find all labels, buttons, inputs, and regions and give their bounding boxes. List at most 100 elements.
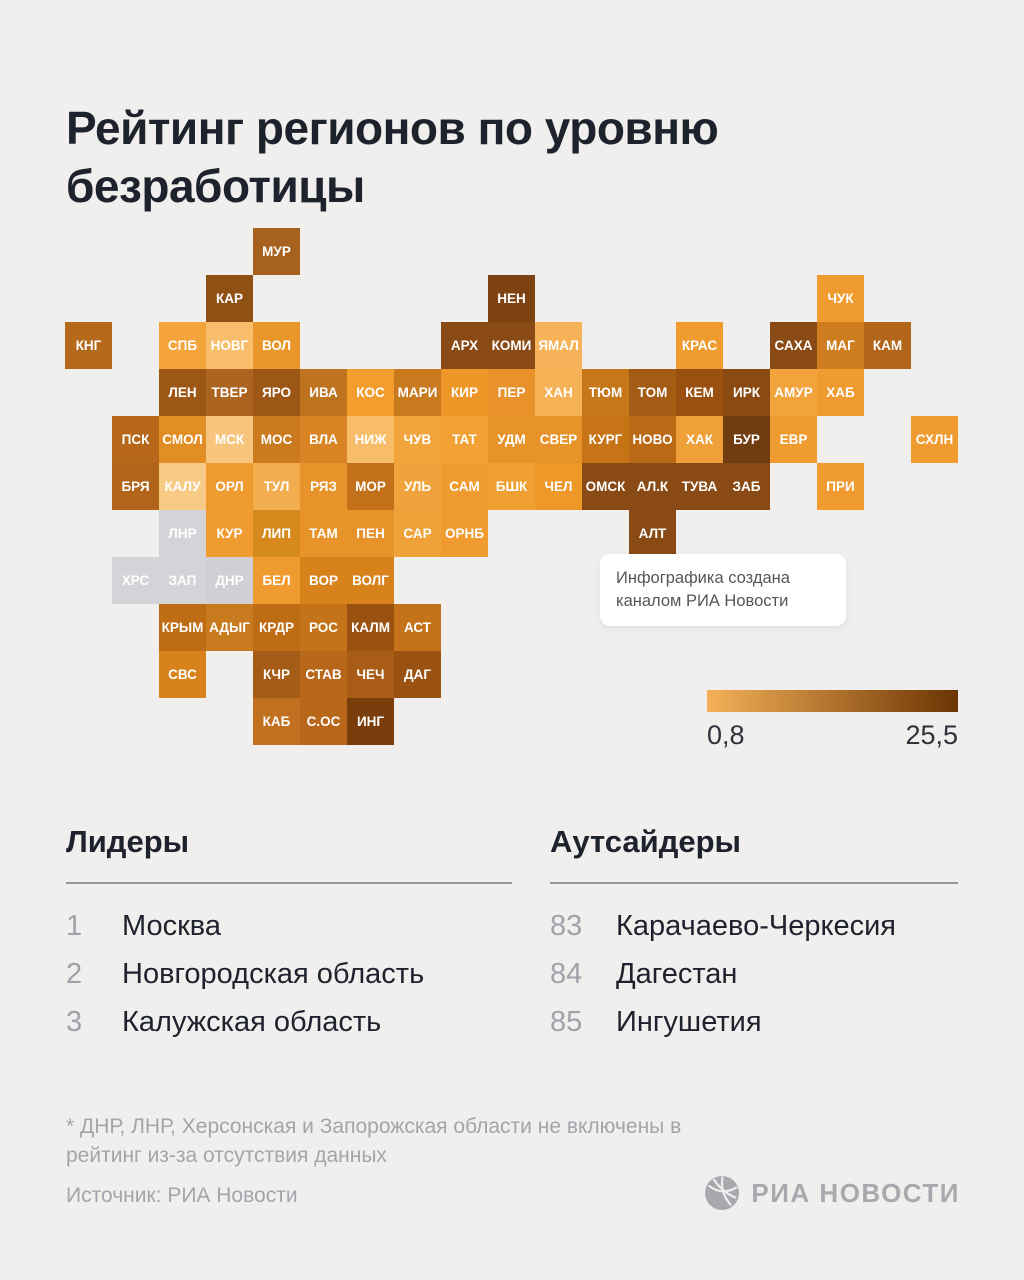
map-tile-АРХ: АРХ bbox=[441, 322, 488, 369]
map-tile-ХАН: ХАН bbox=[535, 369, 582, 416]
infographic-note: Инфографика создана каналом РИА Новости bbox=[600, 554, 846, 626]
map-tile-СМОЛ: СМОЛ bbox=[159, 416, 206, 463]
map-tile-БУР: БУР bbox=[723, 416, 770, 463]
map-tile-МАГ: МАГ bbox=[817, 322, 864, 369]
map-tile-ИВА: ИВА bbox=[300, 369, 347, 416]
map-tile-СВЕР: СВЕР bbox=[535, 416, 582, 463]
map-tile-РЯЗ: РЯЗ bbox=[300, 463, 347, 510]
rank-number: 2 bbox=[66, 958, 83, 990]
leaders-divider bbox=[66, 882, 512, 884]
map-tile-С.ОС: С.ОС bbox=[300, 698, 347, 745]
map-tile-ОРЛ: ОРЛ bbox=[206, 463, 253, 510]
map-tile-УЛЬ: УЛЬ bbox=[394, 463, 441, 510]
map-tile-ПЕН: ПЕН bbox=[347, 510, 394, 557]
rank-number: 85 bbox=[550, 1006, 583, 1038]
map-tile-ХАБ: ХАБ bbox=[817, 369, 864, 416]
region-name: Ингушетия bbox=[616, 1006, 762, 1038]
map-tile-МОР: МОР bbox=[347, 463, 394, 510]
map-tile-ДАГ: ДАГ bbox=[394, 651, 441, 698]
map-tile-АЛТ: АЛТ bbox=[629, 510, 676, 557]
map-tile-КЕМ: КЕМ bbox=[676, 369, 723, 416]
map-tile-ВЛА: ВЛА bbox=[300, 416, 347, 463]
map-tile-ЯРО: ЯРО bbox=[253, 369, 300, 416]
outsiders-item: 84 Дагестан bbox=[550, 958, 958, 1006]
map-tile-НИЖ: НИЖ bbox=[347, 416, 394, 463]
map-tile-КАЛМ: КАЛМ bbox=[347, 604, 394, 651]
map-tile-СХЛН: СХЛН bbox=[911, 416, 958, 463]
map-tile-ПРИ: ПРИ bbox=[817, 463, 864, 510]
region-name: Карачаево-Черкесия bbox=[616, 910, 897, 942]
leaders-section: Лидеры 1 Москва 2 Новгородская область 3 Калу… bbox=[66, 824, 512, 1054]
outsiders-list: 83 Карачаево-Черкесия 84 Дагестан 85 Ингушети… bbox=[550, 910, 958, 1054]
rank-number: 83 bbox=[550, 910, 583, 942]
globe-icon bbox=[705, 1176, 740, 1210]
map-tile-КЧР: КЧР bbox=[253, 651, 300, 698]
region-name: Новгородская область bbox=[122, 958, 425, 990]
map-tile-СТАВ: СТАВ bbox=[300, 651, 347, 698]
tile-grid-map: МУР КАР НЕН ЧУК КНГ СПБ НОВГ ВОЛ АРХ КОМИ ЯМАЛ КРАС… bbox=[65, 228, 958, 745]
map-tile-ЯМАЛ: ЯМАЛ bbox=[535, 322, 582, 369]
map-tile-КАМ: КАМ bbox=[864, 322, 911, 369]
map-tile-НОВГ: НОВГ bbox=[206, 322, 253, 369]
map-tile-КРАС: КРАС bbox=[676, 322, 723, 369]
logo-text: РИА НОВОСТИ bbox=[751, 1177, 960, 1208]
map-tile-ОМСК: ОМСК bbox=[582, 463, 629, 510]
rank-number: 3 bbox=[66, 1006, 83, 1038]
map-tile-ХРС: ХРС bbox=[112, 557, 159, 604]
page-title: Рейтинг регионов по уровню безработицы bbox=[66, 101, 719, 212]
ria-novosti-logo: РИА НОВОСТИ bbox=[705, 1176, 960, 1210]
outsiders-item: 83 Карачаево-Черкесия bbox=[550, 910, 958, 958]
exclusion-footnote: * ДНР, ЛНР, Херсонская и Запорожская обл… bbox=[66, 1115, 682, 1167]
rank-number: 1 bbox=[66, 910, 83, 942]
source-text: Источник: РИА Новости bbox=[66, 1184, 298, 1207]
outsiders-heading: Аутсайдеры bbox=[550, 824, 742, 859]
map-tile-КАР: КАР bbox=[206, 275, 253, 322]
map-tile-ЧЕЛ: ЧЕЛ bbox=[535, 463, 582, 510]
rank-number: 84 bbox=[550, 958, 583, 990]
map-tile-САХА: САХА bbox=[770, 322, 817, 369]
map-tile-ЛИП: ЛИП bbox=[253, 510, 300, 557]
map-tile-ТУЛ: ТУЛ bbox=[253, 463, 300, 510]
map-tile-ЧУВ: ЧУВ bbox=[394, 416, 441, 463]
map-tile-АДЫГ: АДЫГ bbox=[206, 604, 253, 651]
outsiders-item: 85 Ингушетия bbox=[550, 1006, 958, 1054]
legend-max-label: 25,5 bbox=[905, 720, 958, 750]
region-name: Калужская область bbox=[122, 1006, 382, 1038]
map-tile-МУР: МУР bbox=[253, 228, 300, 275]
map-tile-КИР: КИР bbox=[441, 369, 488, 416]
leaders-item: 3 Калужская область bbox=[66, 1006, 512, 1054]
leaders-item: 1 Москва bbox=[66, 910, 512, 958]
map-tile-МОС: МОС bbox=[253, 416, 300, 463]
map-tile-КРДР: КРДР bbox=[253, 604, 300, 651]
map-tile-САР: САР bbox=[394, 510, 441, 557]
map-tile-ПСК: ПСК bbox=[112, 416, 159, 463]
outsiders-section: Аутсайдеры 83 Карачаево-Черкесия 84 Дагеста… bbox=[550, 824, 958, 1054]
map-tile-ВОЛГ: ВОЛГ bbox=[347, 557, 394, 604]
map-tile-ТОМ: ТОМ bbox=[629, 369, 676, 416]
map-tile-РОС: РОС bbox=[300, 604, 347, 651]
map-tile-КРЫМ: КРЫМ bbox=[159, 604, 206, 651]
map-tile-УДМ: УДМ bbox=[488, 416, 535, 463]
map-tile-СВС: СВС bbox=[159, 651, 206, 698]
map-tile-КАБ: КАБ bbox=[253, 698, 300, 745]
map-tile-ЕВР: ЕВР bbox=[770, 416, 817, 463]
map-tile-НЕН: НЕН bbox=[488, 275, 535, 322]
map-tile-ХАК: ХАК bbox=[676, 416, 723, 463]
map-tile-ВОЛ: ВОЛ bbox=[253, 322, 300, 369]
legend-gradient-bar bbox=[707, 690, 958, 712]
map-tile-КОС: КОС bbox=[347, 369, 394, 416]
legend-min-label: 0,8 bbox=[707, 720, 745, 750]
map-tile-ЗАП: ЗАП bbox=[159, 557, 206, 604]
map-tile-ТВЕР: ТВЕР bbox=[206, 369, 253, 416]
map-tile-ПЕР: ПЕР bbox=[488, 369, 535, 416]
map-tile-ЛЕН: ЛЕН bbox=[159, 369, 206, 416]
map-tile-КОМИ: КОМИ bbox=[488, 322, 535, 369]
map-tile-ИРК: ИРК bbox=[723, 369, 770, 416]
map-tile-БШК: БШК bbox=[488, 463, 535, 510]
map-tile-ТАМ: ТАМ bbox=[300, 510, 347, 557]
map-tile-АЛ.К: АЛ.К bbox=[629, 463, 676, 510]
map-tile-САМ: САМ bbox=[441, 463, 488, 510]
map-tile-АМУР: АМУР bbox=[770, 369, 817, 416]
map-tile-ТАТ: ТАТ bbox=[441, 416, 488, 463]
map-tile-БРЯ: БРЯ bbox=[112, 463, 159, 510]
